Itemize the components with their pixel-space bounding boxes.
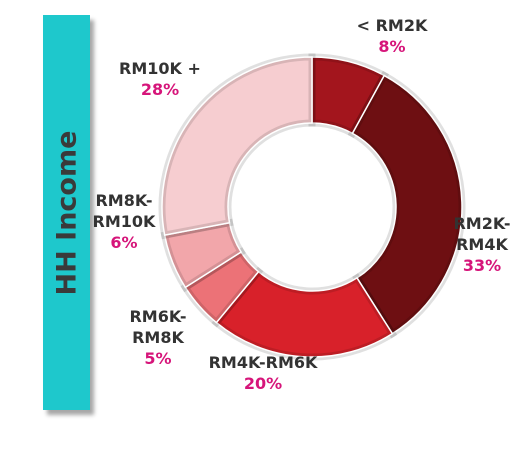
category-name: RM10K + [119,59,201,78]
slice-edge [351,74,463,335]
slice-label: < RM2K 8% [332,15,452,57]
slice-edge [161,56,313,236]
slice-label: RM10K + 28% [100,58,220,100]
slice-label: RM8K-RM10K 6% [88,190,160,253]
slice-label: RM6K-RM8K 5% [127,306,189,369]
value-label: 6% [110,233,138,252]
category-name: < RM2K [356,16,428,35]
value-label: 28% [140,80,180,99]
side-banner: HH Income [43,15,90,410]
value-label: 33% [462,256,502,275]
category-name: RM4K-RM6K [208,353,318,372]
category-name: RM6K-RM8K [129,307,187,347]
value-label: 20% [243,374,283,393]
slice-edge [215,270,394,358]
value-label: 8% [378,37,406,56]
category-name: RM8K-RM10K [92,191,156,231]
category-name: RM2K-RM4K [453,214,511,254]
slice-label: RM4K-RM6K 20% [178,352,348,394]
value-label: 5% [144,349,172,368]
slice-label: RM2K-RM4K 33% [451,213,513,276]
